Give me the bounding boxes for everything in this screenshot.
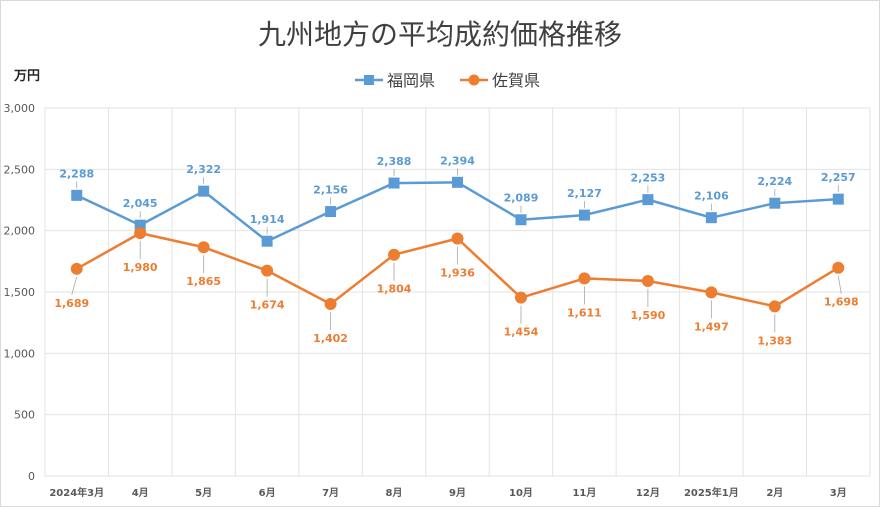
data-point-marker [71, 189, 83, 201]
y-tick-label: 2,000 [4, 225, 36, 238]
data-point-marker [261, 235, 273, 247]
data-label: 1,497 [694, 320, 729, 333]
data-point-marker [769, 197, 781, 209]
data-label: 2,045 [123, 197, 158, 210]
data-point-marker [325, 206, 337, 218]
data-point-marker [578, 209, 590, 221]
y-tick-label: 500 [14, 409, 35, 422]
x-tick-label: 3月 [830, 487, 847, 499]
data-point-marker [134, 219, 146, 231]
data-point-marker [197, 241, 210, 254]
data-label: 1,454 [504, 326, 539, 339]
data-point-marker [388, 177, 400, 189]
data-label: 1,804 [377, 283, 412, 296]
x-tick-label: 2024年3月 [49, 486, 104, 499]
x-tick-label: 2月 [766, 487, 783, 499]
legend-swatch-marker [468, 74, 480, 86]
data-point-marker [70, 262, 83, 275]
y-axis-tick-labels: 0 500 1,000 1,500 2,000 2,500 3,000 [4, 102, 36, 483]
y-tick-label: 1,500 [4, 286, 36, 299]
data-point-marker [705, 212, 717, 224]
legend: 福岡県 佐賀県 [355, 71, 540, 90]
y-axis-unit-label: 万円 [13, 69, 40, 84]
data-label: 2,089 [504, 192, 539, 205]
data-label: 2,288 [59, 167, 94, 180]
legend-label: 佐賀県 [492, 71, 540, 90]
x-tick-label: 4月 [132, 487, 149, 499]
data-point-marker [832, 261, 845, 274]
legend-label: 福岡県 [387, 71, 435, 90]
x-tick-label: 8月 [386, 487, 403, 499]
data-label: 1,865 [186, 275, 221, 288]
x-axis-tick-labels: 2024年3月 4月 5月 6月 7月 8月 9月 10月 11月 12月 2025年1月 2月 3月 [49, 486, 846, 499]
data-point-marker [514, 291, 527, 304]
data-label-leader [71, 276, 78, 295]
data-point-marker [261, 264, 274, 277]
data-label: 2,257 [821, 171, 856, 184]
data-point-marker [452, 176, 463, 188]
series-layer: 2,288 2,045 2,322 1,914 2,156 2,388 2,394 2,089… [54, 154, 858, 347]
data-label: 1,936 [440, 267, 475, 280]
y-tick-label: 3,000 [4, 102, 36, 115]
x-tick-label: 9月 [449, 487, 466, 499]
data-label: 2,224 [757, 175, 792, 188]
y-tick-label: 1,000 [4, 347, 36, 360]
data-point-marker [832, 193, 844, 205]
x-tick-label: 5月 [195, 487, 212, 499]
x-tick-label: 12月 [636, 487, 660, 499]
data-label: 2,388 [377, 155, 412, 168]
data-label: 1,402 [313, 332, 348, 345]
x-tick-label: 11月 [572, 487, 596, 499]
x-tick-label: 6月 [259, 487, 276, 499]
data-point-marker [134, 227, 147, 240]
data-point-marker [388, 248, 401, 261]
data-label: 1,980 [123, 261, 158, 274]
y-tick-label: 0 [28, 470, 35, 483]
data-point-marker [198, 185, 210, 197]
data-point-marker [515, 214, 527, 226]
x-tick-label: 10月 [509, 487, 533, 499]
data-label: 1,383 [757, 334, 792, 347]
data-point-marker [324, 298, 337, 311]
data-label: 2,253 [630, 172, 665, 185]
y-tick-label: 2,500 [4, 163, 36, 176]
data-label: 2,127 [567, 187, 602, 200]
data-label-leader [837, 275, 842, 294]
data-point-marker [768, 300, 781, 313]
data-point-marker [642, 194, 654, 206]
data-label: 2,106 [694, 190, 729, 203]
x-tick-label: 2025年1月 [684, 486, 739, 499]
data-label: 2,322 [186, 163, 221, 176]
data-label: 2,156 [313, 184, 348, 197]
data-point-marker [641, 274, 654, 287]
data-label: 1,689 [54, 297, 89, 310]
data-label: 1,698 [824, 296, 859, 309]
x-tick-label: 7月 [322, 487, 339, 499]
data-point-marker [705, 286, 718, 299]
data-label: 1,674 [250, 299, 285, 312]
data-point-marker [578, 272, 591, 285]
data-point-marker [451, 232, 464, 245]
data-label: 2,394 [440, 154, 475, 167]
data-label: 1,611 [567, 306, 602, 319]
chart-title: 九州地方の平均成約価格推移 [258, 18, 622, 51]
data-label: 1,590 [630, 309, 665, 322]
data-label: 1,914 [250, 213, 285, 226]
legend-swatch-marker [364, 75, 374, 85]
